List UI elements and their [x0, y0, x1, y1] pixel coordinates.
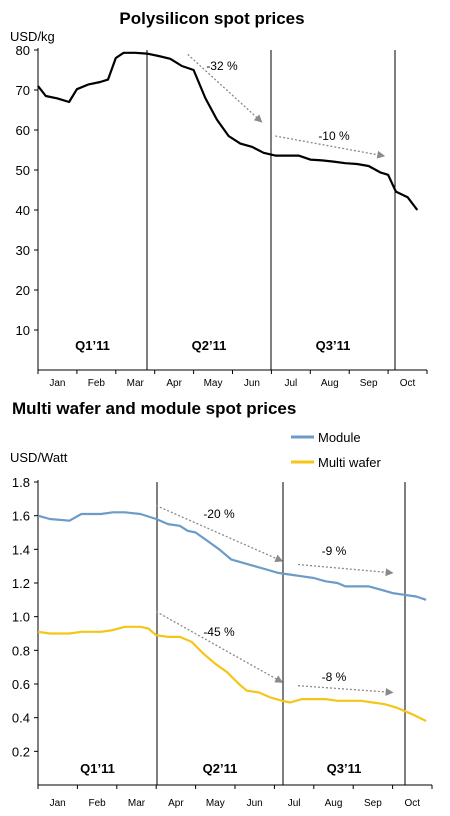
chart-1-month-label: Aug	[321, 378, 339, 389]
chart-2-month-label: Apr	[168, 798, 184, 809]
chart-2-change-arrow	[155, 504, 284, 562]
chart-1-month-label: Apr	[166, 378, 182, 389]
chart-2-plot: 0.2 0.4 0.6 0.8 1.0 1.2 1.4 1.6 1.8 Jan Feb Mar Apr M…	[12, 475, 433, 809]
chart-1-y-axis-label: USD/kg	[10, 29, 55, 44]
chart-2-quarter-label: Q3’11	[327, 761, 362, 776]
chart-1-month-label: Jun	[244, 378, 260, 389]
chart-2-quarter-label: Q1’11	[80, 761, 115, 776]
chart-2-y-tick-label: 1.0	[12, 610, 30, 625]
chart-2-month-label: Jun	[247, 798, 263, 809]
chart-2-y-tick-label: 0.4	[12, 711, 30, 726]
chart-1-y-tick-label: 50	[16, 163, 30, 178]
chart-2-title: Multi wafer and module spot prices	[12, 399, 296, 418]
chart-2-change-label: -8 %	[322, 670, 347, 684]
chart-1-month-label: Jan	[49, 378, 65, 389]
chart-2-y-tick-label: 1.8	[12, 475, 30, 490]
chart-2-y-axis-label: USD/Watt	[10, 450, 68, 465]
chart-2-month-label: Aug	[325, 798, 343, 809]
chart-1-title: Polysilicon spot prices	[119, 9, 304, 28]
chart-2-month-label: Oct	[405, 798, 421, 809]
chart-1-y-tick-label: 40	[16, 203, 30, 218]
chart-1-y-tick-label: 60	[16, 123, 30, 138]
chart-2-month-label: May	[206, 798, 225, 809]
chart-2-change-label: -45 %	[203, 625, 235, 639]
chart-1-month-label: Oct	[400, 378, 416, 389]
chart-2-y-tick-label: 0.8	[12, 643, 30, 658]
chart-1-month-label: May	[204, 378, 223, 389]
chart-1-change-label: -32 %	[206, 59, 238, 73]
chart-2-change-label: -20 %	[203, 507, 235, 521]
chart-2-multi-wafer-line	[37, 625, 427, 722]
chart-1-month-label: Sep	[360, 378, 378, 389]
chart-2-month-label: Mar	[128, 798, 146, 809]
chart-2-y-tick-label: 1.4	[12, 542, 30, 557]
chart-2-change-arrow	[297, 685, 394, 696]
chart-1-plot: 10 20 30 40 50 60 70 80 Jan Feb Mar Apr May Jun Jul Aug…	[16, 43, 428, 389]
chart-1-quarter-label: Q2’11	[192, 338, 227, 353]
chart-2-month-label: Sep	[364, 798, 382, 809]
chart-1-price-line	[37, 51, 419, 211]
chart-2-change-arrow	[297, 563, 394, 577]
chart-1-quarter-label: Q3’11	[316, 338, 351, 353]
chart-1-month-label: Feb	[88, 378, 106, 389]
chart-1-y-tick-label: 70	[16, 83, 30, 98]
chart-2-change-label: -9 %	[322, 544, 347, 558]
chart-1-month-label: Jul	[284, 378, 297, 389]
chart-2-y-tick-label: 1.6	[12, 509, 30, 524]
chart-2-module-line	[37, 511, 427, 601]
chart-1-change-label: -10 %	[318, 129, 350, 143]
chart-2-month-label: Feb	[88, 798, 106, 809]
chart-1-quarter-label: Q1’11	[75, 338, 110, 353]
chart-2-change-arrow	[155, 611, 284, 683]
chart-1-change-arrow	[275, 135, 386, 159]
chart-2-y-tick-label: 0.6	[12, 677, 30, 692]
legend-module-label: Module	[318, 430, 361, 445]
chart-2-month-label: Jan	[50, 798, 66, 809]
chart-1-y-tick-label: 30	[16, 243, 30, 258]
chart-2-quarter-label: Q2’11	[203, 761, 238, 776]
legend-multi-wafer-label: Multi wafer	[318, 455, 382, 470]
chart-1-month-label: Mar	[127, 378, 145, 389]
chart-1-y-tick-label: 20	[16, 283, 30, 298]
chart-1-y-tick-label: 80	[16, 43, 30, 58]
chart-2-month-label: Jul	[288, 798, 301, 809]
chart-1-y-tick-label: 10	[16, 323, 30, 338]
chart-1-change-arrow	[187, 53, 263, 123]
chart-2-y-tick-label: 1.2	[12, 576, 30, 591]
chart-2-y-tick-label: 0.2	[12, 744, 30, 759]
